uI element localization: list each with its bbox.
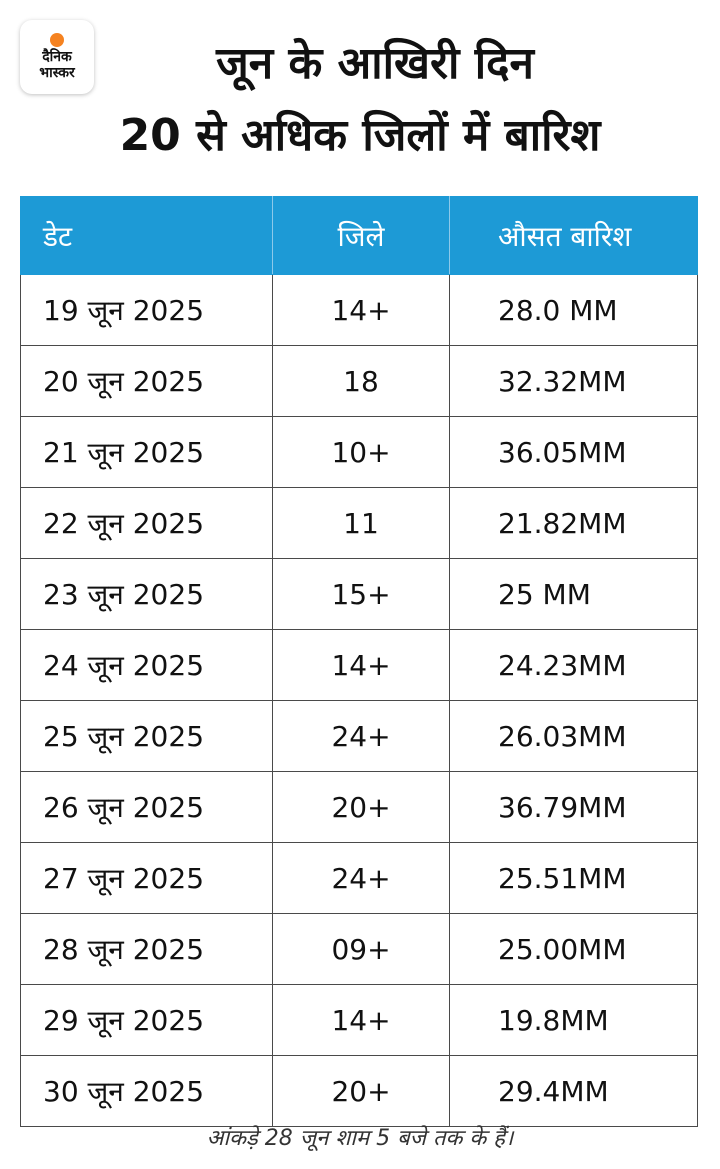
table-row: 29 जून 2025 14+ 19.8MM <box>20 984 698 1056</box>
cell-date: 25 जून 2025 <box>20 700 273 772</box>
brand-logo: दैनिक भास्कर <box>20 20 94 94</box>
cell-districts: 14+ <box>272 274 450 346</box>
cell-districts: 15+ <box>272 558 450 630</box>
cell-districts: 24+ <box>272 842 450 914</box>
cell-date: 19 जून 2025 <box>20 274 273 346</box>
table-row: 27 जून 2025 24+ 25.51MM <box>20 842 698 914</box>
cell-avg-rain: 24.23MM <box>449 629 698 701</box>
table-row: 23 जून 2025 15+ 25 MM <box>20 558 698 630</box>
cell-date: 26 जून 2025 <box>20 771 273 843</box>
cell-date: 29 जून 2025 <box>20 984 273 1056</box>
cell-date: 20 जून 2025 <box>20 345 273 417</box>
footnote: आंकड़े 28 जून शाम 5 बजे तक के हैं। <box>206 1126 514 1151</box>
cell-avg-rain: 32.32MM <box>449 345 698 417</box>
header-avg-rain: औसत बारिश <box>449 196 698 275</box>
cell-districts: 18 <box>272 345 450 417</box>
cell-avg-rain: 25 MM <box>449 558 698 630</box>
table-row: 21 जून 2025 10+ 36.05MM <box>20 416 698 488</box>
cell-avg-rain: 36.79MM <box>449 771 698 843</box>
table-row: 24 जून 2025 14+ 24.23MM <box>20 629 698 701</box>
header-date: डेट <box>20 196 273 275</box>
cell-date: 24 जून 2025 <box>20 629 273 701</box>
cell-districts: 24+ <box>272 700 450 772</box>
cell-avg-rain: 25.51MM <box>449 842 698 914</box>
title-line-2: 20 से अधिक जिलों में बारिश <box>119 110 601 161</box>
page-title: जून के आखिरी दिन 20 से अधिक जिलों में बा… <box>0 28 720 172</box>
cell-districts: 14+ <box>272 984 450 1056</box>
table-row: 19 जून 2025 14+ 28.0 MM <box>20 274 698 346</box>
sun-icon <box>50 33 64 47</box>
brand-line-1: दैनिक <box>42 49 72 65</box>
cell-avg-rain: 21.82MM <box>449 487 698 559</box>
table-row: 26 जून 2025 20+ 36.79MM <box>20 771 698 843</box>
cell-districts: 14+ <box>272 629 450 701</box>
rainfall-table: डेट जिले औसत बारिश 19 जून 2025 14+ 28.0 … <box>20 196 698 1127</box>
cell-date: 23 जून 2025 <box>20 558 273 630</box>
header-districts: जिले <box>272 196 450 275</box>
cell-avg-rain: 19.8MM <box>449 984 698 1056</box>
cell-districts: 20+ <box>272 771 450 843</box>
table-row: 25 जून 2025 24+ 26.03MM <box>20 700 698 772</box>
cell-date: 28 जून 2025 <box>20 913 273 985</box>
cell-date: 30 जून 2025 <box>20 1055 273 1127</box>
table-header-row: डेट जिले औसत बारिश <box>20 196 698 275</box>
brand-line-2: भास्कर <box>39 65 75 81</box>
cell-avg-rain: 29.4MM <box>449 1055 698 1127</box>
table-row: 30 जून 2025 20+ 29.4MM <box>20 1055 698 1127</box>
cell-avg-rain: 26.03MM <box>449 700 698 772</box>
cell-districts: 09+ <box>272 913 450 985</box>
cell-districts: 20+ <box>272 1055 450 1127</box>
table-row: 22 जून 2025 11 21.82MM <box>20 487 698 559</box>
cell-date: 21 जून 2025 <box>20 416 273 488</box>
title-line-1: जून के आखिरी दिन <box>216 38 534 89</box>
table-row: 28 जून 2025 09+ 25.00MM <box>20 913 698 985</box>
cell-avg-rain: 28.0 MM <box>449 274 698 346</box>
cell-districts: 10+ <box>272 416 450 488</box>
cell-avg-rain: 25.00MM <box>449 913 698 985</box>
cell-districts: 11 <box>272 487 450 559</box>
cell-date: 27 जून 2025 <box>20 842 273 914</box>
cell-avg-rain: 36.05MM <box>449 416 698 488</box>
table-row: 20 जून 2025 18 32.32MM <box>20 345 698 417</box>
cell-date: 22 जून 2025 <box>20 487 273 559</box>
